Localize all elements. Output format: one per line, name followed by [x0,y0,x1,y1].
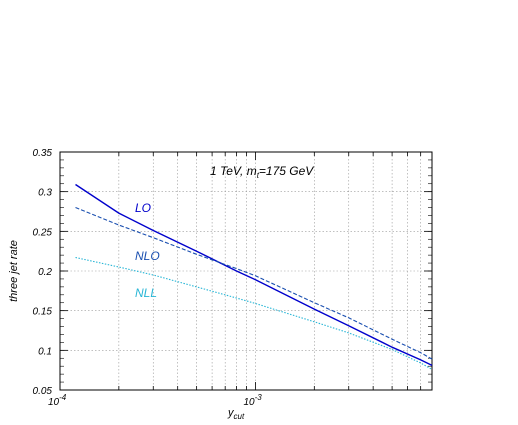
series-label-nll: NLL [135,286,157,300]
x-tick-labels: 10-4 10-3 [48,393,262,408]
axis-ticks [59,151,433,391]
y-tick-label: 0.05 [33,386,53,397]
series-label-lo: LO [135,201,151,215]
series-label-nlo: NLO [135,249,160,263]
x-tick-label: 10-4 [48,393,67,408]
y-tick-labels: 0.05 0.1 0.15 0.2 0.25 0.3 0.35 [33,148,53,397]
series-line-nlo [75,206,433,360]
annotation-subscript: t [257,171,260,180]
energy-annotation: 1 TeV, mt=175 GeV [210,164,314,180]
annotation-suffix: =175 GeV [259,164,314,178]
x-tick-label: 10-3 [243,393,262,408]
y-tick-label: 0.2 [38,267,52,278]
annotation-prefix: 1 TeV, m [210,164,257,178]
grid [60,152,432,390]
series-lines [75,183,433,370]
y-tick-label: 0.35 [33,148,53,159]
y-tick-label: 0.25 [33,227,53,238]
x-axis-title-subscript: cut [234,412,245,421]
x-axis-title: ycut [227,407,245,421]
y-tick-label: 0.3 [38,188,52,199]
x-axis-title-base: y [227,407,235,419]
series-line-nll [75,256,433,370]
y-axis-title: three jet rate [8,240,20,302]
y-tick-label: 0.1 [38,346,52,357]
y-tick-label: 0.15 [33,307,53,318]
series-line-lo [75,183,433,367]
